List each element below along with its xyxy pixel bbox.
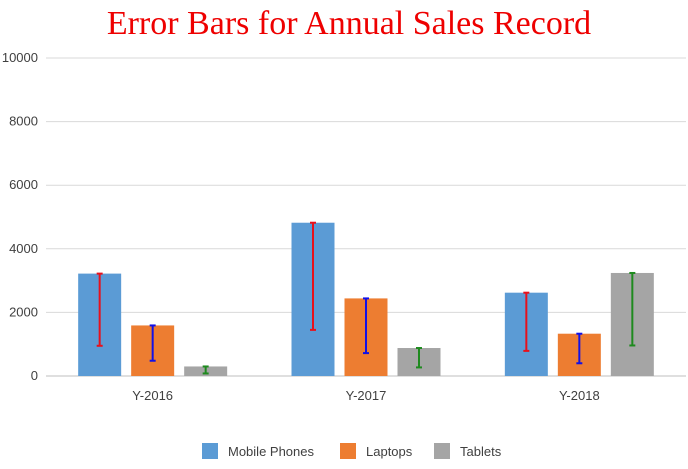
legend-swatch [202, 443, 218, 459]
chart-title: Error Bars for Annual Sales Record [107, 5, 591, 42]
x-tick-label: Y-2018 [559, 388, 600, 403]
x-axis: Y-2016 Y-2017 Y-2018 [132, 388, 599, 403]
plot-area [78, 221, 654, 376]
y-tick-label: 4000 [9, 241, 38, 256]
y-tick-label: 0 [31, 368, 38, 383]
legend: Mobile Phones Laptops Tablets [202, 443, 502, 459]
y-tick-label: 8000 [9, 114, 38, 129]
legend-swatch [434, 443, 450, 459]
legend-swatch [340, 443, 356, 459]
legend-label: Laptops [366, 444, 413, 459]
y-tick-label: 6000 [9, 177, 38, 192]
y-tick-label: 10000 [2, 50, 38, 65]
x-tick-label: Y-2016 [132, 388, 173, 403]
legend-label: Mobile Phones [228, 444, 314, 459]
y-tick-label: 2000 [9, 304, 38, 319]
y-axis: 0 2000 4000 6000 8000 10000 [2, 50, 38, 383]
x-tick-label: Y-2017 [346, 388, 387, 403]
legend-label: Tablets [460, 444, 502, 459]
